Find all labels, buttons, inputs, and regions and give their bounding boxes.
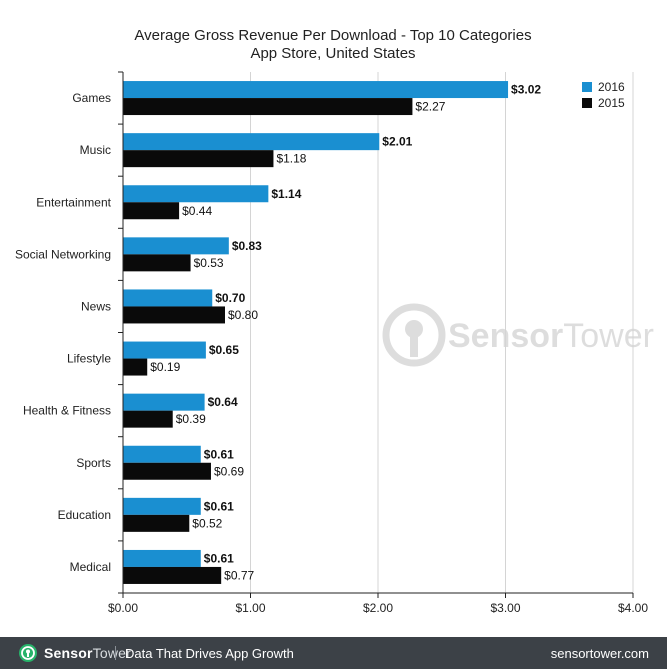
bar-2016 [123,289,213,307]
x-tick-label: $0.00 [108,601,138,615]
x-tick-label: $2.00 [363,601,393,615]
bar-2016 [123,341,206,359]
data-label-2015: $0.44 [182,204,212,218]
watermark-text-light: Tower [563,317,654,355]
bar-2015 [123,462,211,480]
legend: 2016 2015 [582,80,625,110]
bar-2016 [123,393,205,411]
x-tick-label: $3.00 [490,601,520,615]
legend-label-2015: 2015 [598,96,625,110]
data-label-2015: $0.19 [150,360,180,374]
svg-text:SensorTower: SensorTower [448,317,654,355]
data-label-2015: $1.18 [276,152,306,166]
watermark-logo-dot [405,320,423,338]
bar-2015 [123,566,222,584]
footer-site-link[interactable]: sensortower.com [550,646,649,661]
footer-tagline: Data That Drives App Growth [125,646,294,661]
data-label-2016: $0.83 [232,239,262,253]
bar-2016 [123,497,201,515]
data-label-2016: $0.70 [215,291,245,305]
category-label: Sports [76,456,111,470]
data-label-2015: $0.39 [176,412,206,426]
data-label-2016: $0.61 [204,499,234,513]
data-label-2016: $3.02 [511,83,541,97]
data-label-2015: $0.69 [214,464,244,478]
category-label: Entertainment [36,195,111,209]
bar-2016 [123,549,201,567]
bars: $3.02 $2.27 $2.01 $1.18 $1.14 $0.44 $0.83 $0.53… [123,81,541,584]
bar-2015 [123,358,148,376]
bar-2016 [123,237,229,255]
bar-2015 [123,254,191,272]
footer-divider [115,646,116,660]
chart-title: Average Gross Revenue Per Download - Top… [134,27,531,44]
category-label: News [81,299,111,313]
category-label: Medical [70,560,111,574]
sensortower-logo-icon [19,644,37,662]
data-label-2015: $0.53 [194,256,224,270]
bar-2016 [123,81,509,99]
bar-2015 [123,514,190,532]
data-label-2015: $0.77 [224,568,254,582]
legend-swatch-2016 [582,82,592,92]
bar-2015 [123,150,274,168]
footer-bar: SensorTower Data That Drives App Growth … [0,637,667,669]
data-label-2015: $2.27 [415,100,445,114]
bar-2015 [123,410,173,428]
category-label: Health & Fitness [23,404,111,418]
data-label-2016: $0.61 [204,551,234,565]
bar-2015 [123,98,413,116]
category-label: Education [58,508,111,522]
footer-brand-bold: Sensor [44,645,93,661]
category-label: Games [72,91,111,105]
data-label-2016: $0.64 [208,395,238,409]
legend-swatch-2015 [582,98,592,108]
data-label-2016: $1.14 [271,187,301,201]
bar-2016 [123,133,380,151]
category-label: Lifestyle [67,352,111,366]
sensortower-watermark: SensorTower [382,303,654,367]
category-label: Music [80,143,111,157]
bar-2016 [123,445,201,463]
chart-subtitle: App Store, United States [250,45,415,62]
axes: Games Music Entertainment Social Networking… [15,71,648,615]
footer-brand-light: Tower [92,645,132,661]
category-label: Social Networking [15,247,111,261]
chart: Average Gross Revenue Per Download - Top… [15,27,654,615]
watermark-logo-icon [382,303,446,367]
data-label-2016: $2.01 [382,135,412,149]
watermark-logo-stem [410,335,418,357]
bar-2016 [123,185,269,203]
x-tick-label: $1.00 [235,601,265,615]
bar-2015 [123,306,225,324]
data-label-2015: $0.52 [192,516,222,530]
legend-label-2016: 2016 [598,80,625,94]
footer-brand: SensorTower [44,645,131,661]
data-label-2015: $0.80 [228,308,258,322]
bar-2015 [123,202,180,220]
data-label-2016: $0.61 [204,447,234,461]
x-tick-label: $4.00 [618,601,648,615]
data-label-2016: $0.65 [209,343,239,357]
